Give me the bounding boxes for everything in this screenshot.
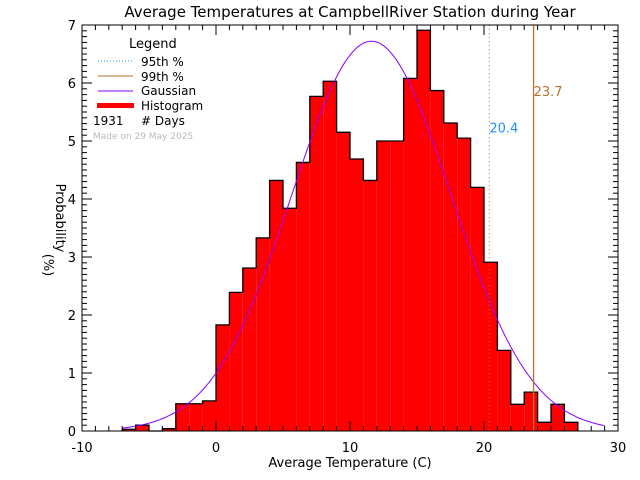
y-tick-label: 1 — [68, 367, 76, 382]
chart-title: Average Temperatures at CampbellRiver St… — [124, 3, 576, 21]
histogram-bar — [457, 138, 471, 431]
y-tick-label: 6 — [68, 77, 76, 92]
histogram-bar — [537, 422, 551, 431]
y-tick-label: 7 — [68, 19, 76, 34]
histogram-bar — [564, 422, 578, 431]
y-tick-label: 5 — [68, 135, 76, 150]
legend-item-histogram: Histogram — [141, 99, 203, 113]
histogram-bar — [189, 403, 203, 431]
histogram-bar — [430, 90, 444, 431]
histogram-bar — [551, 404, 565, 431]
p95-label: 20.4 — [489, 121, 518, 136]
histogram-bar — [323, 81, 337, 431]
x-tick-label: 10 — [342, 441, 359, 456]
legend-item-p99: 99th % — [141, 70, 184, 84]
legend-item-p95: 95th % — [141, 55, 184, 69]
histogram-bar — [390, 141, 404, 431]
histogram-bar — [122, 429, 136, 431]
y-tick-label: 2 — [68, 309, 76, 324]
histogram-bar — [497, 350, 511, 431]
made-on-note: Made on 29 May 2025 — [93, 132, 193, 142]
y-axis-unit: (%) — [40, 254, 55, 277]
histogram-bars — [121, 29, 579, 432]
days-count: 1931 — [93, 114, 124, 128]
histogram-bar — [269, 180, 283, 431]
legend-title: Legend — [129, 37, 177, 52]
histogram-bar — [403, 78, 417, 432]
x-tick-label: 30 — [610, 441, 627, 456]
legend-histogram-swatch — [97, 103, 134, 108]
histogram-bar — [162, 428, 176, 431]
x-tick-label: 0 — [212, 441, 220, 456]
histogram-bar — [524, 392, 538, 431]
histogram-bar — [296, 162, 310, 431]
histogram-bar — [216, 324, 230, 431]
histogram-bar — [484, 262, 498, 431]
y-tick-label: 0 — [68, 425, 76, 440]
x-tick-label: -10 — [71, 441, 92, 456]
x-axis-label: Average Temperature (C) — [268, 456, 431, 471]
histogram-bar — [202, 400, 216, 431]
y-tick-label: 4 — [68, 193, 76, 208]
histogram-bar — [242, 268, 257, 431]
histogram-bar — [336, 132, 350, 432]
axis-ticks — [81, 24, 619, 432]
histogram-bar — [417, 30, 431, 431]
histogram-bar — [470, 187, 484, 431]
histogram-bar — [283, 208, 297, 431]
histogram-bar — [443, 123, 458, 432]
x-tick-labels: -10 0 10 20 30 — [71, 441, 626, 456]
p99-label: 23.7 — [534, 85, 563, 100]
x-tick-label: 20 — [476, 441, 493, 456]
histogram-outline — [121, 29, 579, 432]
y-tick-labels: 0 1 2 3 4 5 6 7 — [68, 19, 76, 440]
histogram-bar — [510, 404, 525, 431]
histogram-bar — [376, 141, 391, 431]
histogram-bar — [363, 180, 377, 431]
histogram-bar — [350, 158, 364, 432]
histogram-bar — [256, 237, 270, 431]
histogram-bar — [309, 96, 324, 431]
histogram-bar — [229, 292, 243, 431]
y-tick-label: 3 — [68, 251, 76, 266]
days-label: # Days — [141, 114, 185, 128]
gaussian-curve — [122, 40, 605, 429]
legend: Legend 95th % 99th % Gaussian Histogram … — [93, 37, 203, 142]
histogram-bar — [135, 425, 149, 431]
y-axis-label: Probability — [52, 184, 67, 253]
legend-item-gaussian: Gaussian — [141, 84, 196, 98]
